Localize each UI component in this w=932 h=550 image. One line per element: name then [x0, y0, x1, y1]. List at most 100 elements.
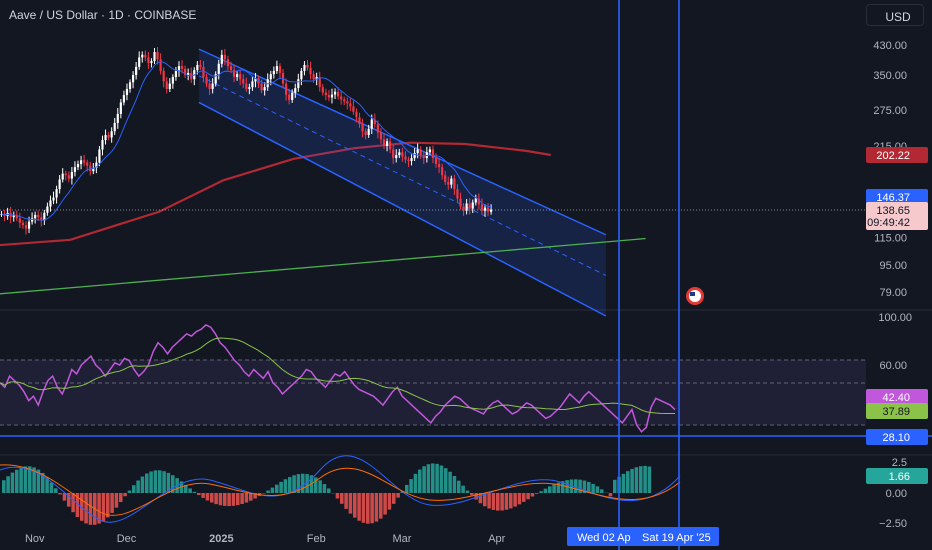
macd-bar [192, 491, 197, 493]
y-tick-label: 350.00 [873, 70, 907, 82]
candle-body [147, 57, 150, 64]
macd-bar [357, 493, 361, 521]
macd-bar [54, 488, 58, 493]
candle-body [312, 74, 315, 80]
grid [0, 309, 932, 456]
y-tick-label: −2.50 [879, 518, 907, 530]
macd-bar [58, 493, 62, 495]
macd-bar [23, 466, 28, 493]
macd-bar [474, 493, 478, 500]
candle-body [349, 103, 352, 107]
candle-body [352, 106, 355, 112]
x-tick-label: 2025 [209, 533, 233, 545]
ma-blue-price-label: 146.37 [876, 192, 910, 204]
candle-body [89, 165, 92, 172]
candle-body [76, 164, 80, 168]
candle-body [306, 64, 309, 68]
rsi-pane[interactable] [0, 324, 932, 437]
candle-body [340, 96, 343, 100]
candle-body [79, 160, 83, 165]
date-marker-label: Sat 19 Apr '25 [642, 532, 711, 544]
candle-body [61, 173, 64, 180]
candle-body [24, 225, 28, 229]
macd-bar [283, 479, 288, 493]
rsi-ma-value-label: 37.89 [882, 406, 910, 418]
candle-body [333, 91, 337, 95]
candle-body [226, 59, 230, 67]
candle-body [465, 203, 468, 211]
price-pane[interactable] [0, 47, 866, 317]
macd-bar [140, 476, 145, 493]
y-tick-label: 79.00 [879, 287, 907, 299]
macd-bar [123, 493, 127, 497]
macd-bar [448, 471, 452, 493]
macd-bar [478, 493, 483, 504]
candle-body [12, 214, 15, 218]
macd-bar [171, 475, 175, 493]
macd-bar [344, 493, 348, 509]
macd-bar [392, 493, 396, 504]
candle-body [477, 198, 480, 205]
macd-pane[interactable] [0, 455, 681, 525]
macd-bar [487, 493, 491, 509]
candle-body [483, 207, 487, 211]
macd-bar [158, 470, 162, 493]
countdown-label: 09:49:42 [867, 217, 910, 229]
macd-bar [149, 471, 153, 493]
macd-bar [578, 479, 582, 493]
candle-body [437, 164, 441, 168]
candle-body [358, 117, 361, 125]
candle-body [486, 207, 490, 212]
macd-bar [513, 493, 517, 507]
candle-body [364, 131, 367, 135]
candle-body [18, 218, 21, 223]
price-axis[interactable]: NovDec2025FebMarAprMayJun430.00350.00275… [25, 40, 912, 545]
candle-body [471, 202, 474, 209]
macd-bar [6, 476, 10, 493]
candle-body [205, 77, 208, 84]
macd-bar [496, 493, 500, 511]
candle-body [260, 83, 263, 91]
macd-bar [595, 486, 600, 493]
candle-body [40, 217, 43, 221]
candle-body [138, 57, 141, 67]
y-tick-label: 115.00 [874, 232, 907, 244]
macd-bar [439, 465, 444, 493]
candle-body [385, 141, 389, 147]
macd-bar [162, 471, 166, 493]
candle-body [395, 155, 398, 159]
candle-body [15, 214, 18, 219]
macd-bar [374, 493, 379, 522]
x-tick-label: Nov [25, 533, 45, 545]
candle-body [434, 158, 438, 165]
macd-bar [227, 493, 231, 507]
candle-body [113, 122, 116, 132]
candle-body [392, 149, 395, 159]
macd-bar [288, 477, 292, 493]
macd-bar [231, 493, 236, 506]
macd-bar [647, 466, 652, 493]
macd-bar [543, 488, 548, 493]
candle-body [135, 66, 138, 76]
candle-body [379, 132, 383, 140]
candle-body [49, 200, 52, 207]
candle-body [480, 204, 484, 211]
macd-bar [127, 490, 132, 493]
x-tick-label: Mar [392, 533, 411, 545]
candle-body [278, 66, 282, 73]
macd-bar [591, 483, 595, 493]
date-marker-box [567, 527, 719, 546]
candle-body [373, 119, 376, 125]
last-price-box [866, 202, 928, 230]
candle-body [150, 61, 153, 64]
candle-body [95, 162, 98, 168]
macd-bar [539, 491, 543, 493]
macd-bar [10, 472, 15, 493]
macd-bar [405, 484, 409, 493]
macd-bar [556, 482, 561, 493]
macd-bar [114, 493, 119, 508]
x-tick-label: Apr [488, 533, 505, 545]
macd-bar [15, 469, 19, 493]
currency-button[interactable]: USD [866, 4, 924, 26]
